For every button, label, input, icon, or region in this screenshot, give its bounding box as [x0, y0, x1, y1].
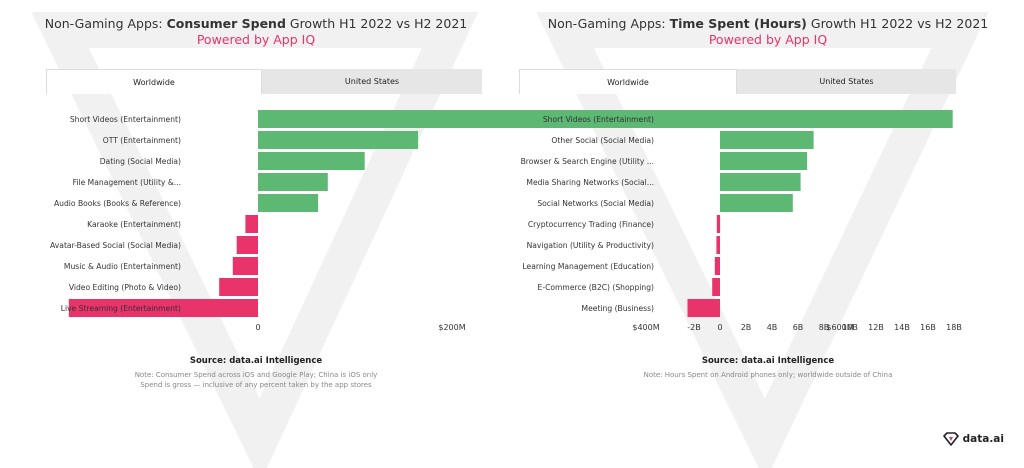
tab-united-states[interactable]: United States [737, 69, 956, 94]
bar [712, 278, 720, 296]
time-spent-panel: Non-Gaming Apps: Time Spent (Hours) Grow… [512, 0, 1024, 468]
bar [68, 299, 258, 317]
tick-label: $400M [632, 323, 659, 332]
note-line-1: Note: Consumer Spend across iOS and Goog… [134, 371, 378, 379]
note-line-2: Spend is gross — inclusive of any percen… [140, 381, 372, 389]
chart-title: Non-Gaming Apps: Consumer Spend Growth H… [44, 16, 468, 31]
category-label: Other Social (Social Media) [551, 136, 654, 145]
tick-label: 18B [946, 323, 962, 332]
category-label: File Management (Utility &... [73, 178, 181, 187]
tick-label: $600M [826, 323, 853, 332]
bar [258, 152, 365, 170]
time-spent-bar-chart: Short Videos (Entertainment) Other Social… [521, 110, 962, 332]
region-tabs: Worldwide United States [519, 69, 956, 94]
bar [687, 299, 720, 317]
bar [720, 110, 953, 128]
tick-label: 4B [767, 323, 778, 332]
bar [720, 131, 814, 149]
category-label: Short Videos (Entertainment) [70, 115, 181, 124]
bar [219, 278, 258, 296]
chart-subtitle: Powered by App IQ [708, 32, 828, 47]
category-label: Music & Audio (Entertainment) [64, 262, 181, 271]
tick-label: 0 [255, 323, 260, 332]
tick-label: 16B [920, 323, 936, 332]
category-label: Media Sharing Networks (Social... [526, 178, 654, 187]
category-label: Navigation (Utility & Productivity) [527, 241, 654, 250]
category-label: OTT (Entertainment) [103, 136, 181, 145]
bar [720, 173, 801, 191]
bar [258, 194, 319, 212]
chart-title: Non-Gaming Apps: Time Spent (Hours) Grow… [547, 16, 989, 31]
category-label: Video Editing (Photo & Video) [69, 283, 181, 292]
category-label: Cryptocurrency Trading (Finance) [528, 220, 654, 229]
brand-name: data.ai [962, 433, 1004, 445]
source-label: Source: data.ai Intelligence [701, 356, 835, 366]
category-label: E-Commerce (B2C) (Shopping) [538, 283, 654, 292]
category-label: Social Networks (Social Media) [537, 199, 654, 208]
bar [714, 257, 720, 275]
tick-label: 0 [717, 323, 722, 332]
bar [236, 236, 258, 254]
category-label: Avatar-Based Social (Social Media) [50, 241, 181, 250]
note-line-1: Note: Hours Spent on Android phones only… [643, 371, 893, 379]
bar [720, 152, 808, 170]
category-label: Audio Books (Books & Reference) [54, 199, 181, 208]
brand-logo: data.ai [942, 432, 1004, 446]
tick-label: -2B [687, 323, 700, 332]
category-label: Dating (Social Media) [100, 157, 181, 166]
bar [258, 131, 419, 149]
category-label: Karaoke (Entertainment) [87, 220, 181, 229]
diamond-logo-icon [942, 432, 959, 446]
category-label: Short Videos (Entertainment) [543, 115, 654, 124]
tab-worldwide[interactable]: Worldwide [46, 69, 262, 94]
tick-label: 12B [868, 323, 884, 332]
tick-label: 8B [819, 323, 830, 332]
bar [245, 215, 258, 233]
category-label: Meeting (Business) [582, 304, 654, 313]
tick-label: 10B [842, 323, 858, 332]
tick-label: $200M [438, 323, 465, 332]
category-label: Learning Management (Education) [522, 262, 654, 271]
bar [258, 110, 845, 128]
tab-united-states[interactable]: United States [262, 69, 482, 94]
region-tabs: Worldwide United States [46, 69, 482, 94]
consumer-spend-bar-chart: Short Videos (Entertainment) OTT (Enterta… [50, 110, 854, 332]
category-label: Live Streaming (Entertainment) [61, 304, 181, 313]
bar [720, 194, 793, 212]
tick-label: 6B [793, 323, 804, 332]
chart-subtitle: Powered by App IQ [196, 32, 316, 47]
tick-label: 14B [894, 323, 910, 332]
bar [716, 236, 720, 254]
tab-worldwide[interactable]: Worldwide [519, 69, 737, 94]
source-label: Source: data.ai Intelligence [189, 356, 323, 366]
bar [258, 173, 328, 191]
category-label: Browser & Search Engine (Utility ... [521, 157, 654, 166]
bar [716, 215, 721, 233]
bar [232, 257, 258, 275]
consumer-spend-panel: Non-Gaming Apps: Consumer Spend Growth H… [44, 16, 854, 389]
tick-label: 2B [741, 323, 752, 332]
